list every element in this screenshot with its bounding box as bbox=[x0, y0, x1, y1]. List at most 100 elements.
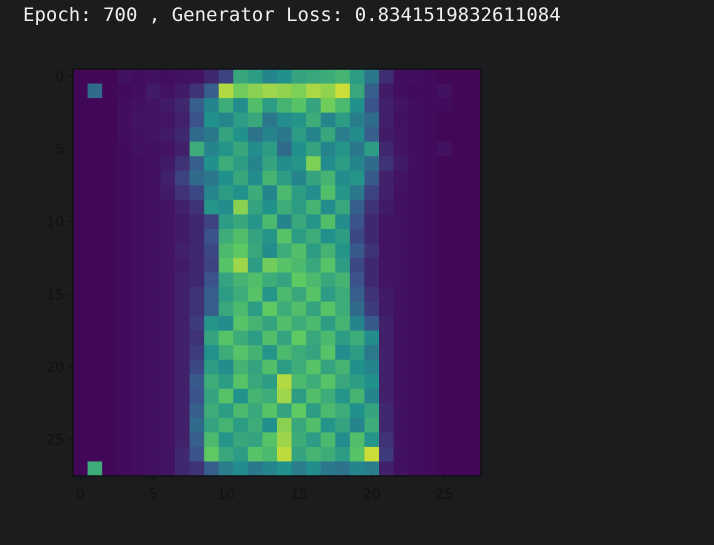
heatmap-cell bbox=[335, 141, 351, 157]
heatmap-cell bbox=[451, 185, 467, 201]
heatmap-cell bbox=[379, 403, 394, 419]
heatmap-cell bbox=[466, 127, 482, 143]
heatmap-cell bbox=[116, 199, 132, 215]
heatmap-cell bbox=[189, 287, 205, 302]
heatmap-cell bbox=[73, 417, 88, 433]
heatmap-cell bbox=[175, 330, 190, 346]
heatmap-cell bbox=[160, 69, 176, 84]
heatmap-cell bbox=[189, 301, 205, 317]
heatmap-cell bbox=[116, 214, 132, 230]
heatmap-cell bbox=[102, 83, 118, 99]
heatmap-cell bbox=[160, 446, 176, 462]
heatmap-cell bbox=[408, 98, 424, 114]
heatmap-cell bbox=[379, 287, 394, 302]
heatmap-cell bbox=[204, 272, 220, 288]
heatmap-cell bbox=[102, 199, 118, 215]
heatmap-cell bbox=[233, 127, 249, 143]
heatmap-cell bbox=[408, 257, 424, 273]
heatmap-cell bbox=[408, 287, 424, 302]
heatmap-cell bbox=[218, 127, 234, 143]
heatmap-cell bbox=[364, 287, 380, 302]
heatmap-cell bbox=[393, 345, 409, 361]
heatmap-cell bbox=[175, 345, 190, 361]
heatmap-cell bbox=[349, 83, 365, 99]
heatmap-cell bbox=[466, 199, 482, 215]
heatmap-cell bbox=[73, 69, 88, 84]
heatmap-cell bbox=[422, 359, 438, 375]
heatmap-cell bbox=[233, 112, 249, 128]
heatmap-cell bbox=[247, 127, 263, 143]
heatmap-cell bbox=[320, 127, 336, 143]
heatmap-cell bbox=[73, 243, 88, 259]
heatmap-cell bbox=[87, 316, 103, 332]
heatmap-cell bbox=[189, 403, 205, 419]
heatmap-cell bbox=[218, 359, 234, 375]
heatmap-cell bbox=[277, 417, 292, 433]
heatmap-cell bbox=[189, 374, 205, 390]
heatmap-cell bbox=[131, 287, 147, 302]
heatmap-cell bbox=[335, 432, 351, 448]
heatmap-cell bbox=[437, 287, 453, 302]
heatmap-cell bbox=[189, 69, 205, 84]
heatmap-cell bbox=[204, 83, 220, 99]
heatmap-cell bbox=[408, 330, 424, 346]
heatmap-cell bbox=[422, 69, 438, 84]
heatmap-cell bbox=[408, 185, 424, 201]
heatmap-cell bbox=[160, 98, 176, 114]
heatmap-cell bbox=[87, 345, 103, 361]
heatmap-cell bbox=[160, 403, 176, 419]
heatmap-cell bbox=[335, 359, 351, 375]
heatmap-cell bbox=[247, 272, 263, 288]
heatmap-cell bbox=[116, 417, 132, 433]
heatmap-cell bbox=[116, 388, 132, 404]
heatmap-cell bbox=[408, 301, 424, 317]
heatmap-cell bbox=[131, 228, 147, 244]
heatmap-cell bbox=[437, 272, 453, 288]
heatmap-cell bbox=[335, 388, 351, 404]
heatmap-cell bbox=[233, 403, 249, 419]
heatmap-cell bbox=[218, 214, 234, 230]
heatmap-cell bbox=[277, 141, 292, 157]
heatmap-cell bbox=[116, 403, 132, 419]
heatmap-cell bbox=[422, 432, 438, 448]
heatmap-cell bbox=[364, 127, 380, 143]
heatmap-cell bbox=[306, 287, 322, 302]
heatmap-cell bbox=[335, 112, 351, 128]
heatmap-cell bbox=[87, 446, 103, 462]
heatmap-cell bbox=[451, 83, 467, 99]
heatmap-cell bbox=[379, 417, 394, 433]
heatmap-cell bbox=[116, 345, 132, 361]
heatmap-cell bbox=[131, 345, 147, 361]
heatmap-cell bbox=[262, 446, 278, 462]
heatmap-cell bbox=[262, 272, 278, 288]
heatmap-cell bbox=[393, 141, 409, 157]
heatmap-cell bbox=[87, 127, 103, 143]
heatmap-cell bbox=[408, 388, 424, 404]
heatmap-cell bbox=[437, 170, 453, 186]
heatmap-cell bbox=[175, 170, 190, 186]
heatmap-cell bbox=[116, 301, 132, 317]
heatmap-cell bbox=[247, 403, 263, 419]
heatmap-cell bbox=[466, 330, 482, 346]
heatmap-cell bbox=[175, 403, 190, 419]
heatmap-cell bbox=[175, 374, 190, 390]
heatmap-cell bbox=[262, 345, 278, 361]
heatmap-cell bbox=[218, 301, 234, 317]
heatmap-cell bbox=[379, 316, 394, 332]
heatmap-cell bbox=[87, 403, 103, 419]
heatmap-cell bbox=[437, 214, 453, 230]
heatmap-cell bbox=[349, 388, 365, 404]
heatmap-cell bbox=[87, 417, 103, 433]
heatmap-cell bbox=[364, 446, 380, 462]
heatmap-cell bbox=[247, 98, 263, 114]
heatmap-cell bbox=[451, 112, 467, 128]
heatmap-cell bbox=[102, 461, 118, 477]
heatmap-cell bbox=[291, 112, 307, 128]
heatmap-cell bbox=[349, 257, 365, 273]
heatmap-cell bbox=[451, 98, 467, 114]
heatmap-cell bbox=[393, 432, 409, 448]
heatmap-cell bbox=[422, 156, 438, 172]
heatmap-cell bbox=[204, 257, 220, 273]
heatmap-cell bbox=[102, 214, 118, 230]
heatmap-cell bbox=[437, 112, 453, 128]
